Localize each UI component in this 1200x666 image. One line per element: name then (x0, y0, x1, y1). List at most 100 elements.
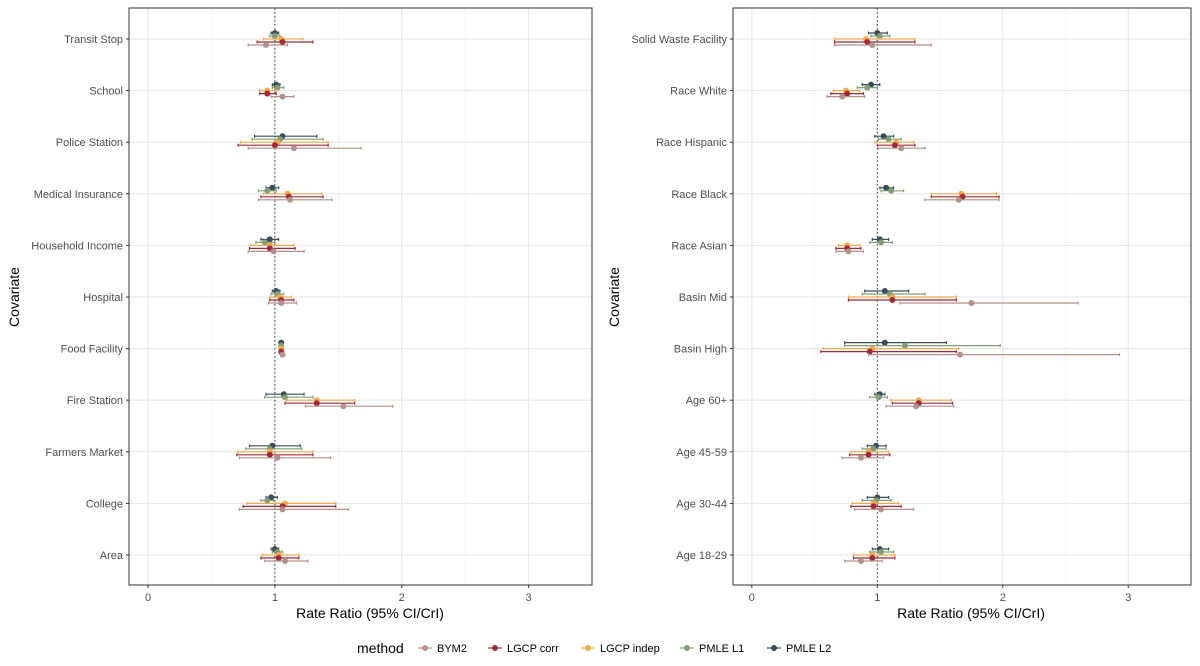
y-tick-label: Age 18-29 (676, 550, 727, 562)
y-tick-label: Food Facility (61, 344, 124, 356)
series-lgcp-corr (820, 39, 1000, 561)
left-panel: Transit Stop School Police Station Medical … (31, 7, 593, 604)
point-estimate (888, 187, 895, 194)
point-estimate (279, 506, 286, 513)
y-tick-label: Hospital (83, 292, 123, 304)
point-estimate (264, 90, 271, 97)
point-estimate (857, 558, 864, 564)
point-estimate (875, 394, 882, 401)
legend-key-point (771, 645, 777, 651)
y-tick-label: Fire Station (67, 395, 123, 407)
y-tick-label: Household Income (31, 240, 123, 252)
x-tick-label: 3 (1125, 592, 1131, 604)
point-estimate (313, 400, 320, 407)
y-tick-label: Farmers Market (45, 447, 123, 459)
legend: method BYM2 LGCP corr LGCP indep PMLE L1 PML… (357, 640, 831, 656)
y-tick-label: Age 30-44 (676, 498, 727, 510)
point-estimate (878, 506, 885, 513)
legend-label: LGCP corr (507, 643, 559, 655)
point-estimate (274, 84, 281, 91)
point-estimate (290, 145, 297, 152)
series-bym2 (826, 42, 1121, 564)
point-estimate (883, 184, 890, 191)
legend-label: PMLE L2 (786, 643, 831, 655)
right-y-axis-title: Covariate (606, 267, 622, 327)
point-estimate (844, 90, 851, 97)
y-tick-label: Age 60+ (686, 395, 727, 407)
x-tick-label: 1 (272, 592, 278, 604)
point-estimate (878, 239, 885, 246)
point-estimate (878, 549, 885, 555)
series-pmle-l2 (844, 30, 947, 552)
point-estimate (278, 300, 285, 306)
point-estimate (913, 403, 920, 410)
right-panel: Solid Waste Facility Race White Race Hispa… (631, 7, 1192, 604)
legend-key-point (422, 645, 428, 651)
point-estimate (282, 394, 289, 401)
legend-item-lgcp-corr: LGCP corr (488, 643, 559, 655)
x-tick-label: 0 (145, 592, 151, 604)
legend-title: method (357, 640, 404, 656)
point-estimate (279, 351, 286, 358)
point-estimate (262, 42, 269, 48)
point-estimate (955, 196, 962, 203)
legend-label: PMLE L1 (699, 643, 744, 655)
point-estimate (279, 39, 286, 45)
y-tick-label: Medical Insurance (34, 189, 123, 201)
legend-item-pmle-l2: PMLE L2 (767, 643, 831, 655)
point-estimate (864, 39, 871, 45)
y-tick-label: College (86, 498, 123, 510)
y-tick-label: Area (100, 550, 124, 562)
left-x-axis-title: Rate Ratio (95% CI/CrI) (296, 605, 444, 621)
point-estimate (287, 196, 294, 203)
point-estimate (957, 351, 964, 358)
point-estimate (889, 297, 896, 303)
point-estimate (282, 558, 289, 564)
point-estimate (271, 33, 278, 39)
y-tick-label: School (89, 86, 123, 98)
point-estimate (274, 454, 281, 461)
legend-key-point (585, 645, 591, 651)
point-estimate (869, 42, 876, 48)
point-estimate (881, 339, 888, 346)
y-tick-label: Basin High (674, 344, 727, 356)
point-estimate (264, 187, 271, 194)
legend-key-point (492, 645, 498, 651)
point-estimate (876, 33, 883, 39)
point-estimate (880, 133, 887, 140)
y-tick-label: Race Black (671, 189, 727, 201)
point-estimate (870, 503, 877, 510)
legend-item-bym2: BYM2 (418, 643, 467, 655)
y-tick-label: Transit Stop (64, 34, 123, 46)
point-estimate (869, 555, 876, 561)
point-estimate (968, 300, 975, 306)
y-tick-label: Age 45-59 (676, 447, 727, 459)
legend-key-point (684, 645, 690, 651)
point-estimate (845, 248, 852, 255)
y-tick-label: Police Station (56, 137, 123, 149)
point-estimate (898, 145, 905, 152)
x-tick-label: 2 (399, 592, 405, 604)
point-estimate (340, 403, 347, 410)
x-tick-label: 3 (526, 592, 532, 604)
point-estimate (870, 445, 877, 452)
point-estimate (279, 93, 286, 100)
series-bym2 (238, 42, 394, 564)
x-tick-label: 2 (1000, 592, 1006, 604)
y-tick-label: Race White (670, 86, 727, 98)
legend-item-pmle-l1: PMLE L1 (680, 643, 744, 655)
legend-label: BYM2 (437, 643, 467, 655)
y-tick-label: Race Hispanic (656, 137, 727, 149)
x-tick-label: 1 (874, 592, 880, 604)
point-estimate (866, 348, 873, 355)
series-pmle-l1 (245, 33, 324, 555)
point-estimate (275, 555, 282, 561)
point-estimate (857, 454, 864, 461)
left-y-axis-title: Covariate (6, 267, 22, 327)
point-estimate (865, 451, 872, 458)
y-tick-label: Race Asian (671, 240, 727, 252)
point-estimate (885, 136, 892, 143)
point-estimate (269, 184, 276, 191)
point-estimate (891, 142, 898, 149)
point-estimate (266, 451, 273, 458)
